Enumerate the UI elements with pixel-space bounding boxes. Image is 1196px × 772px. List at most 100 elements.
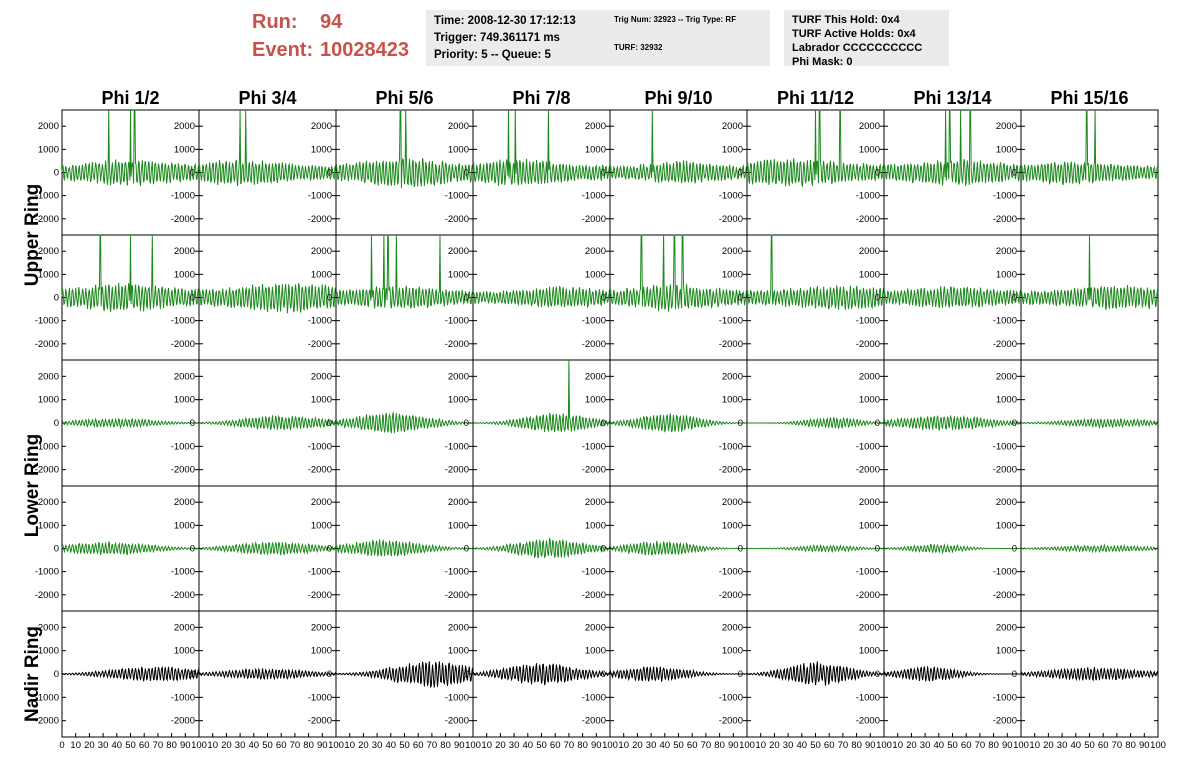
xtick-label: 30 (509, 740, 520, 751)
xtick-label: 30 (372, 740, 383, 751)
ytick-label: 2000 (448, 622, 469, 633)
event-label: Event: (252, 39, 314, 61)
xtick-label: 70 (1112, 740, 1123, 751)
waveform-trace-3-7 (1020, 543, 1159, 554)
xtick-label: 60 (1098, 740, 1109, 751)
column-header-1: Phi 1/2 (101, 88, 159, 108)
xtick-label: 80 (714, 740, 725, 751)
panel-frame-2-7 (1020, 359, 1159, 487)
ytick-label: -1000 (308, 191, 332, 202)
xtick-label: 50 (536, 740, 547, 751)
ytick-label: 1000 (174, 269, 195, 280)
xtick-label: 30 (920, 740, 931, 751)
priority-text: Priority: 5 -- Queue: 5 (434, 49, 551, 61)
ytick-label: 0 (327, 544, 332, 555)
ytick-label: -2000 (308, 590, 332, 601)
ytick-label: -1000 (993, 441, 1017, 452)
ytick-label: 0 (1012, 418, 1017, 429)
waveform-trace-3-6 (883, 543, 1021, 555)
xtick-label: 10 (344, 740, 355, 751)
ytick-label: 0 (1012, 293, 1017, 304)
ytick-label: 2000 (585, 622, 606, 633)
ytick-label: -1000 (171, 191, 195, 202)
xtick-label: 90 (728, 740, 739, 751)
xtick-label: 40 (249, 740, 260, 751)
turf-active-text: TURF Active Holds: 0x4 (792, 28, 916, 40)
ytick-label: 1000 (174, 395, 195, 406)
xtick-label: 90 (591, 740, 602, 751)
xtick-label: 90 (1002, 740, 1013, 751)
xtick-label: 80 (440, 740, 451, 751)
ytick-label: 0 (54, 669, 59, 680)
ytick-label: -2000 (856, 214, 880, 225)
xtick-label: 30 (235, 740, 246, 751)
ytick-label: 2000 (859, 371, 880, 382)
xtick-label: 50 (810, 740, 821, 751)
ytick-label: -2000 (993, 716, 1017, 727)
ytick-label: -2000 (171, 214, 195, 225)
xtick-label: 20 (495, 740, 506, 751)
ytick-label: -1000 (582, 441, 606, 452)
ytick-label: 2000 (448, 246, 469, 257)
xtick-label: 60 (961, 740, 972, 751)
ytick-label: -1000 (35, 191, 59, 202)
ytick-label: -2000 (308, 339, 332, 350)
xtick-label: 100 (465, 740, 481, 751)
ytick-label: -1000 (856, 692, 880, 703)
ytick-label: 0 (54, 293, 59, 304)
ytick-label: 1000 (859, 395, 880, 406)
waveform-trace-3-5 (747, 543, 885, 553)
ytick-label: 0 (601, 669, 606, 680)
turf-text: TURF: 32932 (614, 43, 663, 52)
ytick-label: -2000 (35, 590, 59, 601)
ytick-label: -2000 (856, 590, 880, 601)
ytick-label: 0 (601, 544, 606, 555)
xtick-label: 20 (84, 740, 95, 751)
time-info-box: Time: 2008-12-30 17:12:13 Trigger: 749.3… (426, 10, 616, 66)
waveform-trace-2-7 (1020, 417, 1159, 430)
column-header-3: Phi 5/6 (375, 88, 433, 108)
ytick-label: -1000 (856, 316, 880, 327)
run-value: 94 (320, 11, 343, 33)
waveform-trace-1-4 (609, 234, 748, 312)
waveform-trace-3-1 (198, 540, 337, 556)
ytick-label: 1000 (722, 646, 743, 657)
ytick-label: -2000 (445, 339, 469, 350)
xtick-label: 80 (303, 740, 314, 751)
ytick-label: -2000 (445, 214, 469, 225)
xtick-label: 70 (427, 740, 438, 751)
ytick-label: 2000 (448, 371, 469, 382)
ytick-label: 2000 (585, 371, 606, 382)
ytick-label: 0 (601, 168, 606, 179)
waveform-trace-2-2 (335, 411, 474, 434)
ytick-label: 2000 (38, 246, 59, 257)
ytick-label: 1000 (996, 395, 1017, 406)
waveform-trace-2-5 (747, 416, 885, 430)
time-text: Time: 2008-12-30 17:12:13 (434, 15, 576, 27)
ytick-label: 1000 (585, 144, 606, 155)
ytick-label: 1000 (996, 144, 1017, 155)
waveform-trace-0-6 (883, 109, 1022, 186)
xtick-label: 30 (1057, 740, 1068, 751)
waveform-trace-3-2 (335, 538, 474, 557)
xtick-label: 40 (1071, 740, 1082, 751)
ytick-label: -2000 (582, 214, 606, 225)
ytick-label: -1000 (445, 316, 469, 327)
ytick-label: -1000 (171, 567, 195, 578)
ytick-label: 2000 (311, 246, 332, 257)
waveform-trace-3-3 (472, 538, 611, 559)
ytick-label: -2000 (582, 339, 606, 350)
column-header-2: Phi 3/4 (238, 88, 296, 108)
ytick-label: 2000 (174, 371, 195, 382)
waveform-trace-4-4 (609, 666, 748, 682)
xtick-label: 30 (98, 740, 109, 751)
xtick-label: 0 (59, 740, 64, 751)
ytick-label: 2000 (38, 497, 59, 508)
column-header-7: Phi 13/14 (913, 88, 991, 108)
xtick-label: 100 (191, 740, 207, 751)
ytick-label: -1000 (445, 692, 469, 703)
xtick-label: 100 (602, 740, 618, 751)
ytick-label: 2000 (722, 497, 743, 508)
ytick-label: -2000 (719, 214, 743, 225)
ytick-label: 1000 (448, 646, 469, 657)
